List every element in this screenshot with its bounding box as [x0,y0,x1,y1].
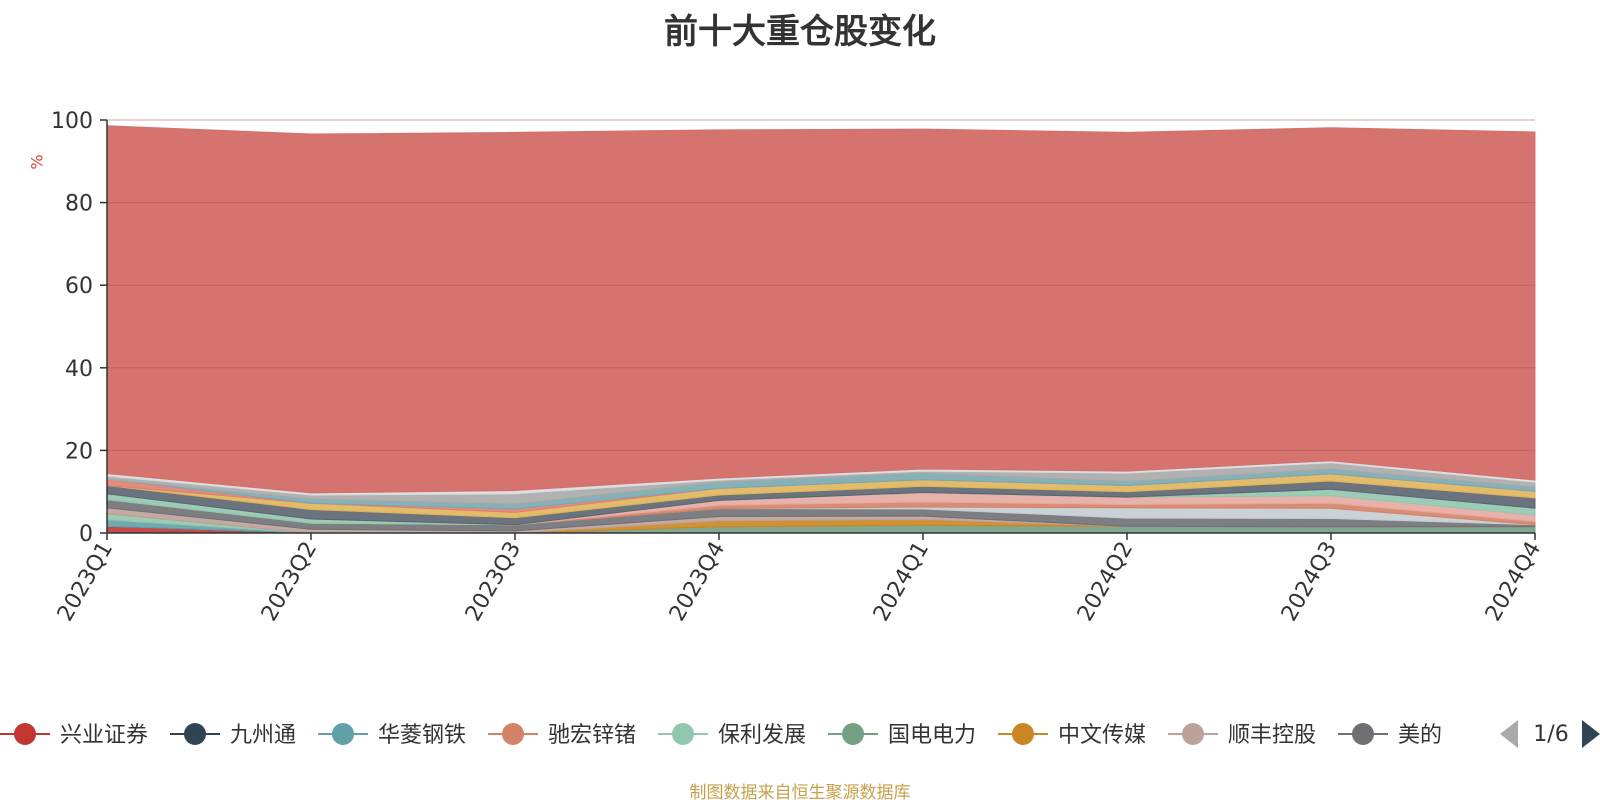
legend-marker-icon [184,723,206,745]
legend-item[interactable]: 中文传媒 [998,723,1146,748]
legend: 兴业证券 九州通 华菱钢铁 驰宏锌锗 保利发展 国电电力 中文传媒 顺丰控股 美的 1/6 [0,720,1600,748]
x-tick-label: 2023Q1 [53,538,118,626]
legend-item[interactable]: 顺丰控股 [1168,723,1316,748]
legend-item[interactable]: 九州通 [170,723,296,748]
legend-marker-icon [332,723,354,745]
area-series-20 [106,125,1536,494]
legend-label: 九州通 [230,723,296,748]
x-tick-label: 2024Q1 [869,538,934,626]
legend-label: 中文传媒 [1058,723,1146,748]
y-tick-label: 40 [65,357,93,382]
legend-label: 国电电力 [888,723,976,748]
x-tick-label: 2023Q2 [257,538,322,626]
x-tick-label: 2024Q2 [1073,538,1138,626]
gridlines [107,119,1535,451]
y-tick-label: 100 [51,109,93,134]
x-tick-label: 2024Q3 [1277,538,1342,626]
y-tick-label: 60 [65,274,93,299]
legend-marker-icon [1182,723,1204,745]
legend-items: 兴业证券 九州通 华菱钢铁 驰宏锌锗 保利发展 国电电力 中文传媒 顺丰控股 美的 [0,723,1442,748]
legend-pager: 1/6 [1500,720,1600,748]
triangle-right-icon[interactable] [1582,720,1600,748]
legend-item[interactable]: 保利发展 [658,723,806,748]
y-tick-label: 20 [65,439,93,464]
legend-page-indicator: 1/6 [1533,722,1568,747]
triangle-left-icon[interactable] [1500,720,1518,748]
legend-label: 兴业证券 [60,723,148,748]
y-tick-label: 0 [79,522,93,547]
legend-item[interactable]: 美的 [1338,723,1442,748]
legend-marker-icon [672,723,694,745]
legend-label: 美的 [1398,723,1442,748]
legend-marker-icon [842,723,864,745]
y-axis-unit-label: % [28,154,47,169]
x-tick-label: 2023Q3 [461,538,526,626]
legend-item[interactable]: 兴业证券 [0,723,148,748]
legend-label: 保利发展 [718,723,806,748]
source-note: 制图数据来自恒生聚源数据库 [689,783,911,803]
legend-marker-icon [1012,723,1034,745]
y-tick-label: 80 [65,192,93,217]
legend-marker-icon [1352,723,1374,745]
legend-label: 华菱钢铁 [378,723,466,748]
legend-marker-icon [502,723,524,745]
legend-label: 顺丰控股 [1228,723,1316,748]
x-tick-label: 2024Q4 [1481,538,1546,626]
legend-label: 驰宏锌锗 [548,723,636,748]
area-series-group [106,125,1536,534]
legend-marker-icon [14,723,36,745]
chart-title: 前十大重仓股变化 [664,12,936,52]
x-tick-label: 2023Q4 [665,538,730,626]
legend-item[interactable]: 国电电力 [828,723,976,748]
legend-item[interactable]: 华菱钢铁 [318,723,466,748]
legend-item[interactable]: 驰宏锌锗 [488,723,636,748]
